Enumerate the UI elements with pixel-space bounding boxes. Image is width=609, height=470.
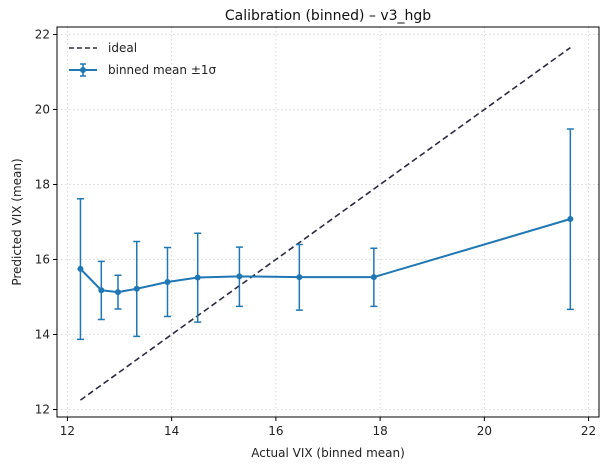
x-tick-label: 22: [581, 424, 596, 438]
y-tick-label: 20: [35, 103, 50, 117]
y-tick-label: 14: [35, 328, 50, 342]
y-tick-label: 16: [35, 253, 50, 267]
legend: ideal binned mean ±1σ: [69, 41, 217, 77]
ticks: 12 14 16 18 20 22 12 14 16 18 20 22: [35, 28, 596, 439]
x-tick-label: 16: [268, 424, 283, 438]
errorbar-layer: [76, 128, 574, 341]
data-point: [133, 285, 140, 292]
chart-title: Calibration (binned) – v3_hgb: [225, 8, 431, 24]
x-tick-label: 14: [164, 424, 179, 438]
ideal-line: [79, 46, 571, 401]
y-axis-label: Predicted VIX (mean): [10, 158, 24, 285]
x-tick-label: 18: [372, 424, 387, 438]
legend-ideal-label: ideal: [108, 41, 137, 55]
data-point: [567, 216, 574, 222]
data-point: [236, 273, 243, 280]
x-axis-label: Actual VIX (binned mean): [251, 446, 405, 460]
data-point: [77, 265, 84, 272]
data-point: [194, 274, 201, 281]
plot-frame: [56, 26, 600, 418]
y-tick-label: 22: [35, 28, 50, 42]
x-tick-label: 20: [477, 424, 492, 438]
data-point: [296, 274, 303, 281]
ideal-layer: [79, 46, 571, 401]
binned-mean-line: [79, 218, 571, 294]
series-layer: [77, 216, 574, 296]
data-point: [114, 289, 121, 296]
legend-binned-marker: [80, 67, 86, 73]
y-tick-label: 12: [35, 403, 50, 417]
grid: [57, 27, 599, 417]
data-point: [98, 287, 105, 294]
legend-binned-label: binned mean ±1σ: [108, 63, 217, 77]
y-tick-label: 18: [35, 178, 50, 192]
data-point: [164, 279, 171, 285]
x-tick-label: 12: [60, 424, 75, 438]
legend-binned-swatch: [69, 63, 97, 77]
data-point: [370, 274, 377, 281]
